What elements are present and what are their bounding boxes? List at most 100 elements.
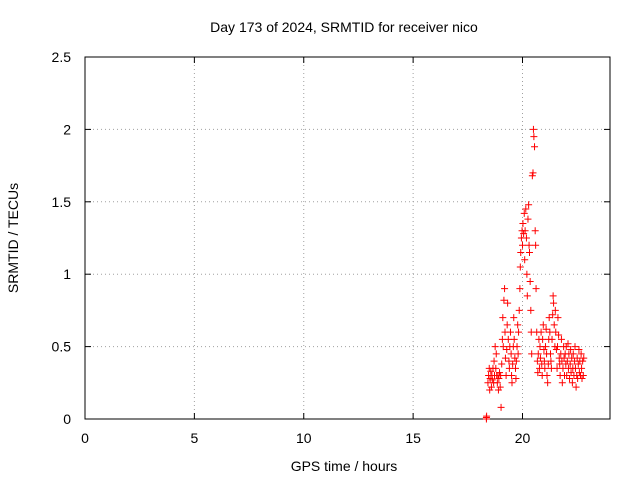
data-point [519, 241, 526, 249]
data-point [560, 354, 568, 362]
data-point [533, 357, 541, 365]
data-point [512, 364, 519, 372]
data-point [553, 364, 561, 372]
data-point [544, 379, 552, 387]
data-point [516, 285, 524, 293]
data-point [572, 383, 580, 391]
data-point [568, 379, 576, 387]
x-tick-label: 10 [296, 430, 312, 446]
data-point [492, 364, 500, 372]
data-point [498, 335, 506, 343]
data-point [523, 292, 531, 300]
data-point [562, 343, 570, 351]
data-point [536, 354, 544, 362]
data-points [482, 125, 588, 423]
data-point [564, 340, 572, 348]
y-tick-label: 2 [63, 121, 71, 137]
data-point [541, 364, 549, 372]
data-point [547, 350, 554, 358]
data-point [534, 350, 542, 358]
data-point [512, 374, 520, 382]
data-point [512, 357, 520, 365]
data-point [541, 343, 549, 351]
data-point [515, 306, 523, 314]
data-point [510, 335, 518, 343]
data-point [525, 241, 533, 249]
data-point [527, 306, 535, 314]
data-point [554, 314, 562, 322]
data-point [532, 285, 540, 293]
data-point [540, 345, 548, 353]
data-point [550, 299, 558, 307]
data-point [571, 364, 579, 372]
data-point [494, 386, 502, 394]
data-point [501, 354, 509, 362]
data-point [579, 357, 587, 365]
x-tick-label: 20 [515, 430, 531, 446]
data-point [509, 360, 517, 368]
data-point [571, 343, 579, 351]
data-point [543, 372, 551, 380]
plot-frame [84, 56, 611, 420]
data-point [520, 209, 528, 217]
data-point [528, 172, 536, 180]
data-point [549, 311, 557, 319]
data-point [542, 325, 550, 333]
data-point [549, 292, 557, 300]
data-point [577, 350, 585, 358]
x-tick-label: 5 [190, 430, 198, 446]
data-point [487, 383, 495, 391]
data-point [515, 328, 523, 336]
data-point [498, 360, 506, 368]
data-point [516, 263, 524, 271]
data-point [555, 331, 563, 339]
data-point [524, 215, 532, 223]
data-point [528, 350, 536, 358]
y-axis-label: SRMTID / TECUs [5, 183, 21, 293]
data-point [530, 133, 538, 141]
data-point [566, 360, 574, 368]
data-point [519, 220, 527, 228]
data-point [558, 379, 566, 387]
data-point [550, 321, 558, 329]
data-point [491, 343, 499, 351]
y-tick-label: 2.5 [52, 49, 72, 65]
data-point [578, 374, 586, 382]
data-point [529, 125, 537, 133]
data-point [539, 335, 547, 343]
data-point [567, 345, 575, 353]
data-point [499, 314, 507, 322]
data-point [552, 328, 560, 336]
data-point [520, 230, 528, 238]
data-point [578, 364, 586, 372]
data-point [514, 321, 522, 329]
data-point [496, 369, 504, 377]
data-point [490, 357, 498, 365]
data-point [508, 372, 516, 380]
data-point [492, 350, 500, 358]
data-point [500, 296, 508, 304]
data-point [511, 354, 519, 362]
y-tick-label: 1.5 [52, 194, 72, 210]
data-point [563, 372, 571, 380]
data-point [503, 321, 511, 329]
data-point [563, 357, 571, 365]
data-point [526, 248, 533, 256]
data-point [557, 335, 565, 343]
data-point [548, 335, 556, 343]
data-point [486, 386, 494, 394]
y-tick-label: 0 [63, 411, 71, 427]
data-point [513, 343, 521, 351]
data-point [496, 383, 504, 391]
data-point [575, 345, 583, 353]
data-point [522, 234, 530, 242]
data-point [493, 379, 501, 387]
data-point [546, 328, 554, 336]
data-point [534, 369, 542, 377]
data-point [504, 299, 512, 307]
data-point [531, 143, 539, 151]
data-point [531, 227, 539, 235]
axis-ticks: 0 0.5 1 1.5 2 2.5 0 5 10 15 20 [52, 49, 610, 446]
data-point [506, 328, 514, 336]
data-point [510, 314, 518, 322]
